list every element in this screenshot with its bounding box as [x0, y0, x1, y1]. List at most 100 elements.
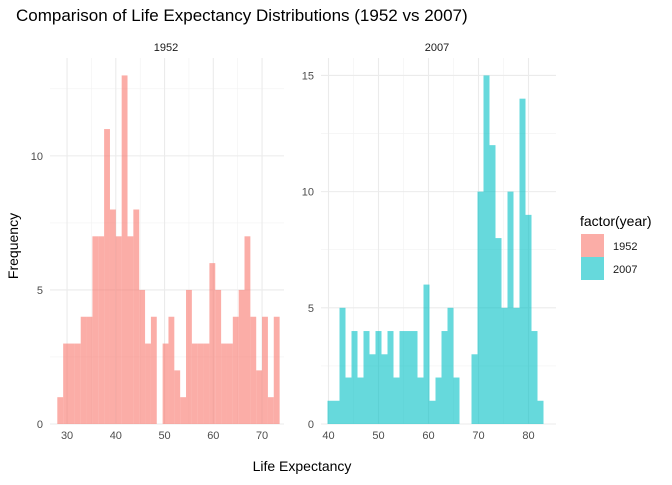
- y-tick-label: 0: [308, 419, 314, 431]
- histogram-bar: [162, 343, 169, 424]
- y-tick-label: 10: [31, 151, 43, 163]
- histogram-bar: [333, 400, 340, 424]
- histogram-bar: [513, 307, 520, 424]
- histogram-bar: [441, 331, 448, 424]
- histogram-bar: [180, 397, 187, 424]
- histogram-bar: [495, 238, 502, 424]
- y-tick-label: 10: [302, 187, 314, 199]
- histogram-bar: [369, 354, 376, 424]
- y-tick-label: 15: [302, 70, 314, 82]
- histogram-bar: [186, 289, 192, 424]
- histogram-bar: [357, 377, 364, 424]
- histogram-bar: [262, 316, 268, 424]
- histogram-bar: [423, 284, 430, 424]
- x-tick-label: 50: [372, 430, 384, 442]
- histogram-bar: [250, 316, 257, 424]
- x-tick-label: 80: [522, 430, 534, 442]
- histogram-bar: [531, 331, 538, 424]
- histogram-bar: [104, 129, 110, 425]
- histogram-bar: [203, 343, 210, 424]
- histogram-bar: [339, 307, 346, 424]
- histogram-bar: [525, 214, 532, 424]
- legend-label-2007: 2007: [613, 264, 637, 276]
- histogram-bar: [429, 400, 436, 424]
- histogram-bar: [133, 209, 140, 424]
- histogram-bar: [519, 98, 526, 425]
- histogram-bar: [168, 316, 175, 424]
- histogram-bar: [127, 236, 134, 424]
- x-tick-label: 50: [158, 430, 170, 442]
- histogram-bar: [98, 236, 105, 424]
- legend-key-2007: [581, 257, 604, 280]
- legend-label-1952: 1952: [613, 241, 637, 253]
- histogram-bar: [74, 343, 81, 424]
- histogram-bar: [244, 236, 251, 424]
- histogram-bar: [86, 316, 93, 424]
- histogram-bar: [507, 191, 514, 424]
- histogram-bar: [121, 75, 128, 424]
- x-tick-label: 60: [422, 430, 434, 442]
- histogram-bar: [477, 191, 484, 424]
- histogram-bar: [63, 343, 70, 424]
- histogram-bar: [115, 236, 122, 424]
- histogram-bar: [215, 289, 222, 424]
- histogram-bar: [57, 397, 64, 424]
- histogram-bar: [256, 370, 263, 424]
- panel-2007: 40 50 60 70 80 0 5 10 15: [302, 58, 556, 442]
- histogram-bar: [363, 331, 370, 424]
- histogram-bar: [393, 377, 400, 424]
- y-axis-label: Frequency: [5, 213, 21, 279]
- x-axis-label: Life Expectancy: [253, 458, 352, 474]
- histogram-bar: [405, 331, 412, 424]
- y-tick-label: 5: [37, 285, 43, 297]
- x-tick-label: 40: [322, 430, 334, 442]
- histogram-bar: [375, 331, 382, 424]
- histogram-bar: [174, 370, 181, 424]
- histogram-bar: [327, 400, 334, 424]
- histogram-bar: [447, 307, 454, 424]
- histogram-bar: [109, 209, 116, 424]
- x-tick-label: 60: [207, 430, 219, 442]
- histogram-bar: [92, 236, 99, 424]
- panel-strip-2007: 2007: [425, 42, 449, 54]
- histogram-bar: [411, 331, 418, 424]
- panel-1952: 30 40 50 60 70 0 5 10: [31, 58, 284, 442]
- histogram-bar: [267, 397, 274, 424]
- histogram-bar: [471, 354, 478, 424]
- histogram-bar: [351, 331, 358, 424]
- histogram-bar: [221, 343, 227, 424]
- histogram-bar: [139, 289, 146, 424]
- histogram-bar: [150, 316, 157, 424]
- x-tick-label: 40: [110, 430, 122, 442]
- y-tick-label: 5: [308, 303, 314, 315]
- histogram-bar: [80, 316, 87, 424]
- legend-key-1952: [581, 234, 604, 257]
- histogram-bar: [69, 343, 75, 424]
- histogram-bar: [145, 343, 151, 424]
- histogram-bar: [381, 354, 388, 424]
- x-tick-label: 70: [256, 430, 268, 442]
- histogram-bar: [537, 400, 544, 424]
- histogram-bar: [399, 331, 406, 424]
- x-tick-label: 30: [61, 430, 73, 442]
- histogram-bar: [197, 343, 204, 424]
- y-tick-label: 0: [37, 419, 43, 431]
- histogram-bar: [483, 75, 490, 424]
- panel-strip-1952: 1952: [154, 42, 178, 54]
- histogram-bar: [226, 343, 233, 424]
- legend: factor(year) 1952 2007: [580, 213, 652, 280]
- histogram-bar: [417, 377, 424, 424]
- histogram-bar: [387, 331, 394, 424]
- histogram-bar: [453, 377, 460, 424]
- histogram-bar: [435, 377, 442, 424]
- histogram-bar: [501, 307, 508, 424]
- histogram-bar: [209, 263, 216, 424]
- histogram-bar: [273, 316, 280, 424]
- histogram-bar: [489, 145, 496, 424]
- x-tick-label: 70: [472, 430, 484, 442]
- histogram-bar: [232, 316, 239, 424]
- histogram-bar: [191, 343, 198, 424]
- histogram-bar: [345, 377, 352, 424]
- histogram-bar: [238, 289, 245, 424]
